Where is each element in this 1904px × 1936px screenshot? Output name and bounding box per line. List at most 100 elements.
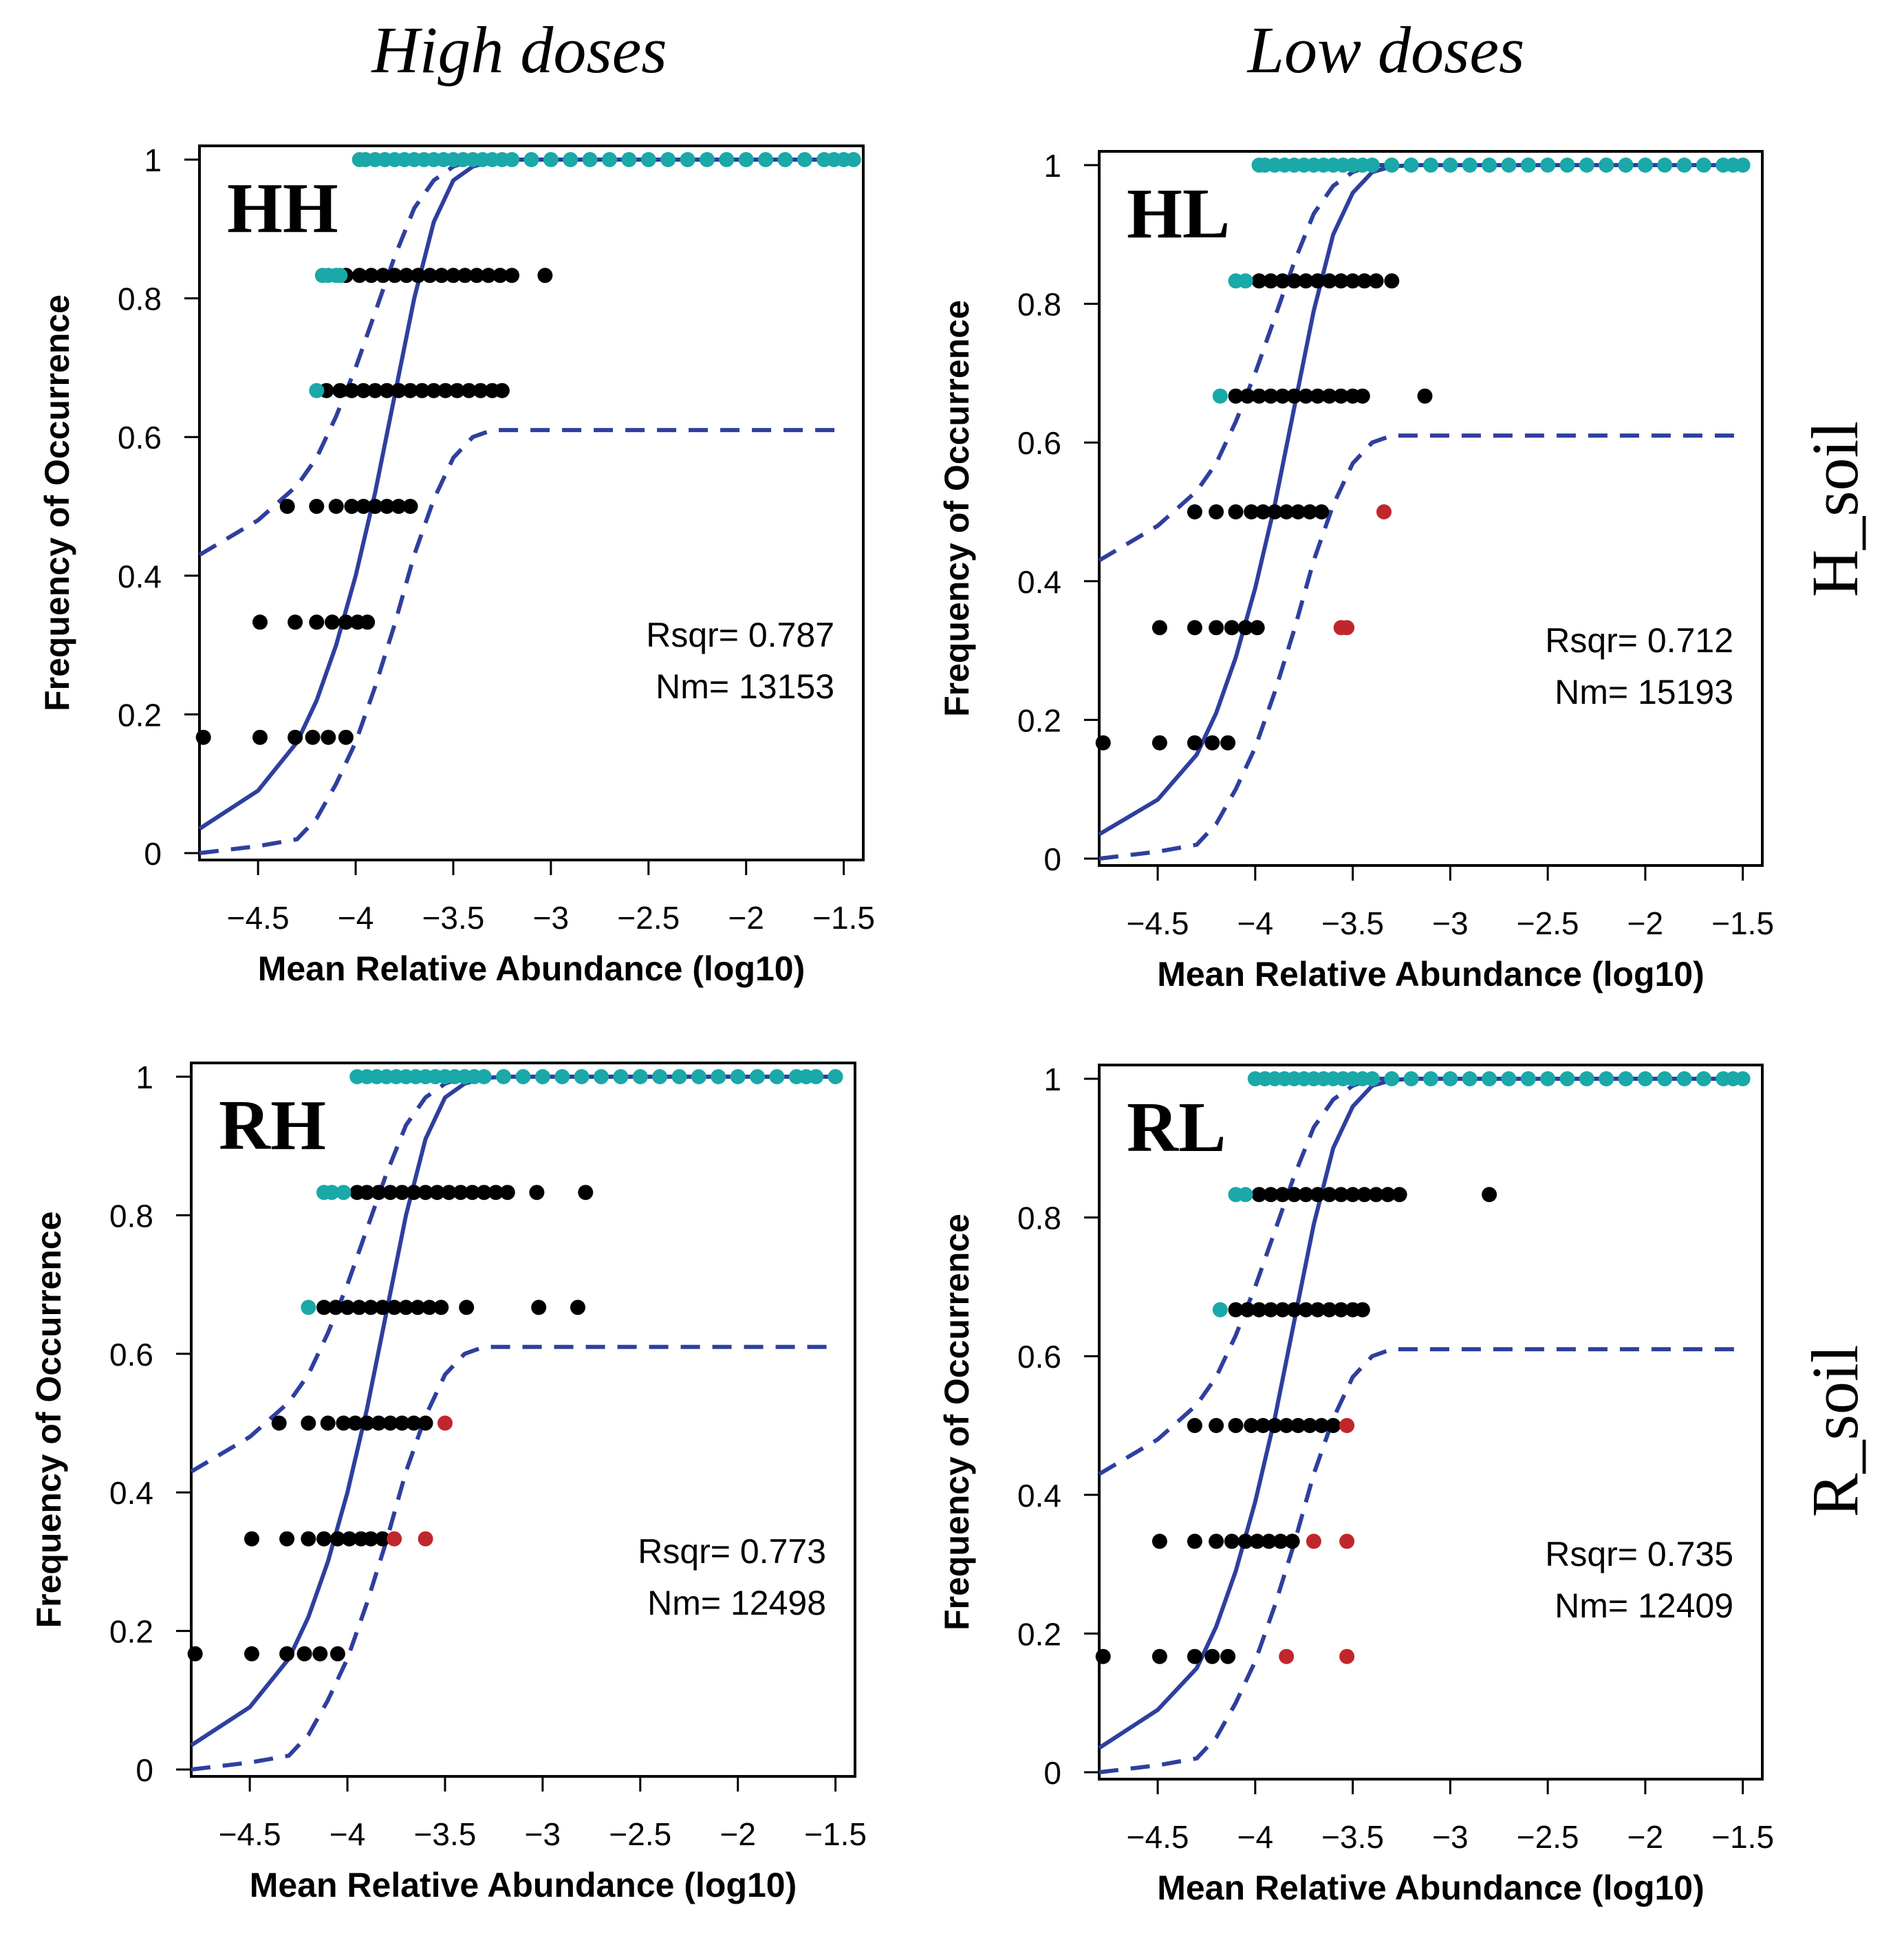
data-point-within [394, 1415, 410, 1431]
data-point-above [621, 152, 637, 167]
data-point-above [671, 1069, 687, 1084]
data-point-within [1251, 1302, 1267, 1317]
data-point-within [410, 1300, 426, 1315]
data-point-above [711, 1069, 726, 1084]
data-point-above [827, 1069, 843, 1084]
data-point-within [328, 1300, 343, 1315]
data-point-within [1333, 1302, 1349, 1317]
y-tick-label: 1 [1043, 1062, 1061, 1097]
data-point-within [279, 1646, 295, 1661]
data-point-below [437, 1415, 453, 1431]
data-point-within [493, 268, 508, 283]
data-point-within [437, 383, 453, 398]
data-point-above [1403, 1071, 1419, 1086]
x-tick-label: −1.5 [1711, 1819, 1774, 1855]
data-point-above [719, 152, 735, 167]
row-label-r-soil: R_soil [1798, 1345, 1872, 1518]
data-point-within [1286, 1302, 1302, 1317]
data-point-within [338, 729, 354, 745]
data-point-above [554, 1069, 570, 1084]
data-point-within [1251, 388, 1267, 404]
data-point-above [640, 152, 656, 167]
data-point-within [1209, 620, 1224, 636]
data-point-above [1237, 273, 1253, 289]
x-tick-label: −2 [720, 1816, 755, 1852]
data-point-within [1290, 504, 1306, 519]
data-point-above [534, 1069, 550, 1084]
data-point-within [340, 1300, 356, 1315]
data-point-within [1220, 735, 1236, 751]
data-point-within [325, 614, 340, 630]
nm-annotation: Nm= 12409 [1555, 1587, 1733, 1625]
data-point-above [336, 1185, 351, 1201]
data-point-above [309, 383, 325, 398]
data-point-within [1251, 1187, 1267, 1203]
data-point-above [730, 1069, 746, 1084]
data-point-within [418, 1185, 433, 1201]
x-tick-label: −3 [533, 900, 569, 936]
data-point-below [1339, 1418, 1355, 1433]
data-point-above [1540, 1071, 1556, 1086]
data-point-within [375, 1300, 391, 1315]
data-point-above [496, 1069, 512, 1084]
data-point-within [271, 1415, 287, 1431]
x-tick-label: −4.5 [1127, 905, 1189, 941]
data-point-within [461, 383, 477, 398]
data-point-above [582, 152, 598, 167]
data-point-within [309, 614, 325, 630]
data-point-within [422, 268, 437, 283]
data-point-within [1240, 1302, 1255, 1317]
data-point-within [494, 383, 510, 398]
data-point-within [1237, 1534, 1253, 1549]
data-point-within [473, 383, 488, 398]
x-tick-label: −4.5 [1127, 1819, 1189, 1855]
data-point-above [543, 152, 559, 167]
data-point-within [1286, 1187, 1302, 1203]
data-point-above [1482, 1071, 1497, 1086]
data-point-within [371, 1185, 387, 1201]
data-point-within [398, 1300, 414, 1315]
data-point-within [1228, 1418, 1244, 1433]
y-tick-label: 1 [144, 142, 162, 178]
x-tick-label: −2.5 [617, 900, 680, 936]
data-point-within [1333, 273, 1349, 289]
data-point-within [449, 383, 465, 398]
data-point-above [574, 1069, 589, 1084]
data-point-within [433, 268, 449, 283]
data-point-within [1095, 735, 1111, 751]
data-point-within [1263, 388, 1279, 404]
panel-title: RH [219, 1086, 326, 1165]
panel-title: RL [1127, 1088, 1226, 1167]
data-point-above [1599, 1071, 1614, 1086]
data-point-within [1187, 504, 1202, 519]
data-point-within [387, 1300, 402, 1315]
data-point-above [1618, 158, 1634, 173]
neutral-fit-line [1098, 1077, 1743, 1750]
data-point-within [288, 729, 303, 745]
data-point-within [1267, 504, 1283, 519]
x-tick-label: −3.5 [1321, 1819, 1384, 1855]
data-point-above [1462, 1071, 1478, 1086]
y-axis-label: Frequency of Occurrence [938, 300, 976, 717]
data-point-within [1356, 273, 1372, 289]
x-tick-label: −3.5 [414, 1816, 477, 1852]
data-point-within [1275, 1187, 1290, 1203]
data-point-within [1261, 1534, 1277, 1549]
data-point-within [244, 1646, 259, 1661]
data-point-below [418, 1531, 433, 1547]
data-point-within [375, 1531, 391, 1547]
y-tick-label: 0.2 [1017, 1616, 1061, 1652]
panel-rh: −4.5 −4 −3.5 −3 −2.5 −2 −1.5 0 0.2 0.4 0.6 0.8 1 Mean… [30, 1060, 867, 1904]
data-point-within [402, 383, 418, 398]
data-point-within [1314, 1418, 1330, 1433]
data-point-within [1263, 1302, 1279, 1317]
data-point-within [341, 1531, 357, 1547]
data-point-within [1275, 388, 1290, 404]
data-point-above [758, 152, 774, 167]
lower-confidence-line [199, 428, 844, 855]
data-point-within [187, 1646, 203, 1661]
data-point-within [360, 614, 376, 630]
x-tick-label: −2 [1627, 1819, 1663, 1855]
data-point-above [1696, 1071, 1711, 1086]
data-point-within [382, 1415, 398, 1431]
